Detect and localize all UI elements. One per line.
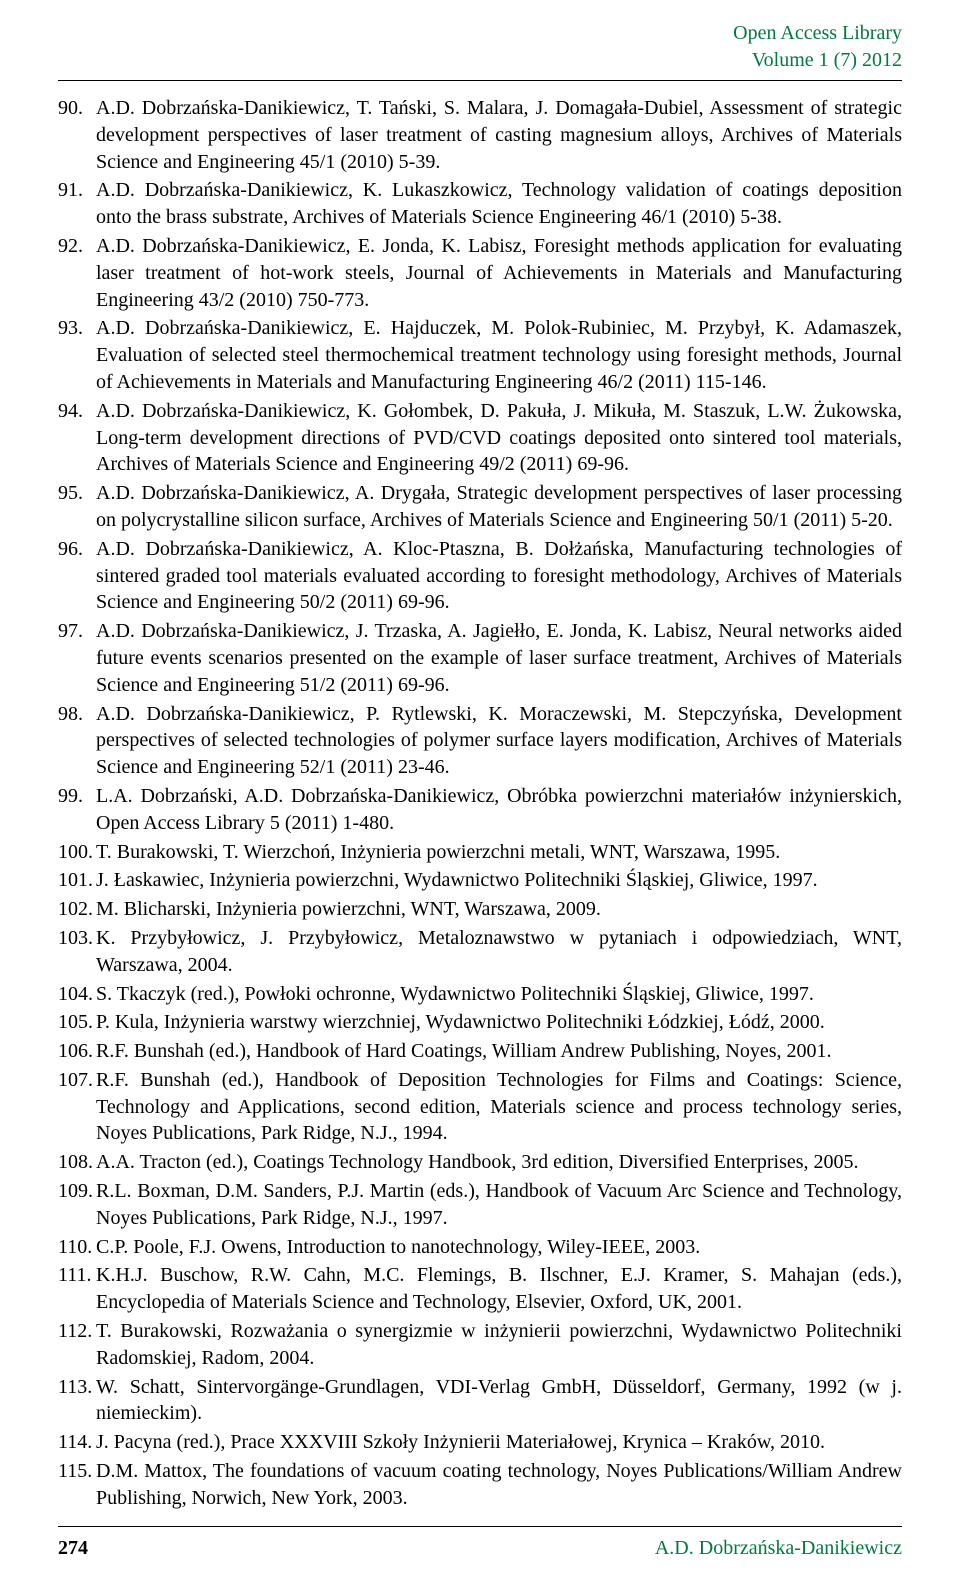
reference-number: 115. (58, 1458, 96, 1512)
footer-author: A.D. Dobrzańska-Danikiewicz (655, 1537, 902, 1560)
reference-item: 110.C.P. Poole, F.J. Owens, Introduction… (58, 1234, 902, 1261)
reference-number: 98. (58, 701, 96, 781)
reference-number: 90. (58, 95, 96, 175)
reference-number: 102. (58, 896, 96, 923)
reference-text: T. Burakowski, Rozważania o synergizmie … (96, 1318, 902, 1372)
reference-number: 106. (58, 1038, 96, 1065)
reference-number: 92. (58, 233, 96, 313)
reference-item: 105.P. Kula, Inżynieria warstwy wierzchn… (58, 1009, 902, 1036)
reference-item: 112.T. Burakowski, Rozważania o synergiz… (58, 1318, 902, 1372)
page: Open Access Library Volume 1 (7) 2012 90… (0, 0, 960, 1590)
reference-number: 110. (58, 1234, 96, 1261)
reference-text: P. Kula, Inżynieria warstwy wierzchniej,… (96, 1009, 902, 1036)
reference-item: 101.J. Łaskawiec, Inżynieria powierzchni… (58, 867, 902, 894)
reference-item: 91.A.D. Dobrzańska-Danikiewicz, K. Lukas… (58, 177, 902, 231)
reference-number: 112. (58, 1318, 96, 1372)
header-rule (58, 80, 902, 81)
reference-number: 99. (58, 783, 96, 837)
reference-item: 95.A.D. Dobrzańska-Danikiewicz, A. Dryga… (58, 480, 902, 534)
reference-text: D.M. Mattox, The foundations of vacuum c… (96, 1458, 902, 1512)
reference-item: 93.A.D. Dobrzańska-Danikiewicz, E. Hajdu… (58, 315, 902, 395)
references-list: 90.A.D. Dobrzańska-Danikiewicz, T. Tańsk… (58, 95, 902, 1512)
reference-item: 113.W. Schatt, Sintervorgänge-Grundlagen… (58, 1374, 902, 1428)
reference-item: 115.D.M. Mattox, The foundations of vacu… (58, 1458, 902, 1512)
reference-item: 99.L.A. Dobrzański, A.D. Dobrzańska-Dani… (58, 783, 902, 837)
reference-item: 92.A.D. Dobrzańska-Danikiewicz, E. Jonda… (58, 233, 902, 313)
reference-number: 107. (58, 1067, 96, 1147)
reference-text: A.D. Dobrzańska-Danikiewicz, E. Jonda, K… (96, 233, 902, 313)
reference-text: A.D. Dobrzańska-Danikiewicz, A. Drygała,… (96, 480, 902, 534)
reference-number: 114. (58, 1429, 96, 1456)
header-line-1: Open Access Library (58, 20, 902, 47)
header-line-2: Volume 1 (7) 2012 (58, 47, 902, 74)
reference-text: A.D. Dobrzańska-Danikiewicz, E. Hajducze… (96, 315, 902, 395)
reference-text: C.P. Poole, F.J. Owens, Introduction to … (96, 1234, 902, 1261)
reference-number: 105. (58, 1009, 96, 1036)
reference-item: 109.R.L. Boxman, D.M. Sanders, P.J. Mart… (58, 1178, 902, 1232)
reference-text: L.A. Dobrzański, A.D. Dobrzańska-Danikie… (96, 783, 902, 837)
reference-item: 103.K. Przybyłowicz, J. Przybyłowicz, Me… (58, 925, 902, 979)
reference-text: M. Blicharski, Inżynieria powierzchni, W… (96, 896, 902, 923)
reference-text: K.H.J. Buschow, R.W. Cahn, M.C. Flemings… (96, 1262, 902, 1316)
reference-number: 101. (58, 867, 96, 894)
reference-number: 93. (58, 315, 96, 395)
reference-item: 111.K.H.J. Buschow, R.W. Cahn, M.C. Flem… (58, 1262, 902, 1316)
reference-text: R.F. Bunshah (ed.), Handbook of Depositi… (96, 1067, 902, 1147)
reference-item: 98.A.D. Dobrzańska-Danikiewicz, P. Rytle… (58, 701, 902, 781)
reference-text: S. Tkaczyk (red.), Powłoki ochronne, Wyd… (96, 981, 902, 1008)
reference-text: T. Burakowski, T. Wierzchoń, Inżynieria … (96, 839, 902, 866)
reference-number: 108. (58, 1149, 96, 1176)
reference-text: A.D. Dobrzańska-Danikiewicz, T. Tański, … (96, 95, 902, 175)
reference-text: W. Schatt, Sintervorgänge-Grundlagen, VD… (96, 1374, 902, 1428)
reference-text: R.L. Boxman, D.M. Sanders, P.J. Martin (… (96, 1178, 902, 1232)
reference-item: 100.T. Burakowski, T. Wierzchoń, Inżynie… (58, 839, 902, 866)
reference-number: 95. (58, 480, 96, 534)
reference-text: J. Łaskawiec, Inżynieria powierzchni, Wy… (96, 867, 902, 894)
reference-text: A.D. Dobrzańska-Danikiewicz, A. Kloc-Pta… (96, 536, 902, 616)
reference-text: A.D. Dobrzańska-Danikiewicz, K. Gołombek… (96, 398, 902, 478)
reference-text: R.F. Bunshah (ed.), Handbook of Hard Coa… (96, 1038, 902, 1065)
reference-number: 103. (58, 925, 96, 979)
reference-item: 94.A.D. Dobrzańska-Danikiewicz, K. Gołom… (58, 398, 902, 478)
reference-item: 97.A.D. Dobrzańska-Danikiewicz, J. Trzas… (58, 618, 902, 698)
reference-item: 106.R.F. Bunshah (ed.), Handbook of Hard… (58, 1038, 902, 1065)
reference-number: 91. (58, 177, 96, 231)
reference-number: 100. (58, 839, 96, 866)
reference-number: 111. (58, 1262, 96, 1316)
reference-number: 94. (58, 398, 96, 478)
reference-item: 102.M. Blicharski, Inżynieria powierzchn… (58, 896, 902, 923)
reference-number: 96. (58, 536, 96, 616)
reference-number: 113. (58, 1374, 96, 1428)
reference-number: 97. (58, 618, 96, 698)
reference-item: 107.R.F. Bunshah (ed.), Handbook of Depo… (58, 1067, 902, 1147)
header: Open Access Library Volume 1 (7) 2012 (58, 20, 902, 74)
reference-text: A.D. Dobrzańska-Danikiewicz, K. Lukaszko… (96, 177, 902, 231)
reference-item: 104.S. Tkaczyk (red.), Powłoki ochronne,… (58, 981, 902, 1008)
reference-item: 114.J. Pacyna (red.), Prace XXXVIII Szko… (58, 1429, 902, 1456)
reference-item: 108.A.A. Tracton (ed.), Coatings Technol… (58, 1149, 902, 1176)
reference-item: 90.A.D. Dobrzańska-Danikiewicz, T. Tańsk… (58, 95, 902, 175)
reference-text: A.D. Dobrzańska-Danikiewicz, P. Rytlewsk… (96, 701, 902, 781)
footer: 274 A.D. Dobrzańska-Danikiewicz (58, 1526, 902, 1560)
reference-number: 109. (58, 1178, 96, 1232)
reference-item: 96.A.D. Dobrzańska-Danikiewicz, A. Kloc-… (58, 536, 902, 616)
reference-text: A.A. Tracton (ed.), Coatings Technology … (96, 1149, 902, 1176)
reference-number: 104. (58, 981, 96, 1008)
reference-text: A.D. Dobrzańska-Danikiewicz, J. Trzaska,… (96, 618, 902, 698)
reference-text: K. Przybyłowicz, J. Przybyłowicz, Metalo… (96, 925, 902, 979)
page-number: 274 (58, 1537, 88, 1560)
reference-text: J. Pacyna (red.), Prace XXXVIII Szkoły I… (96, 1429, 902, 1456)
